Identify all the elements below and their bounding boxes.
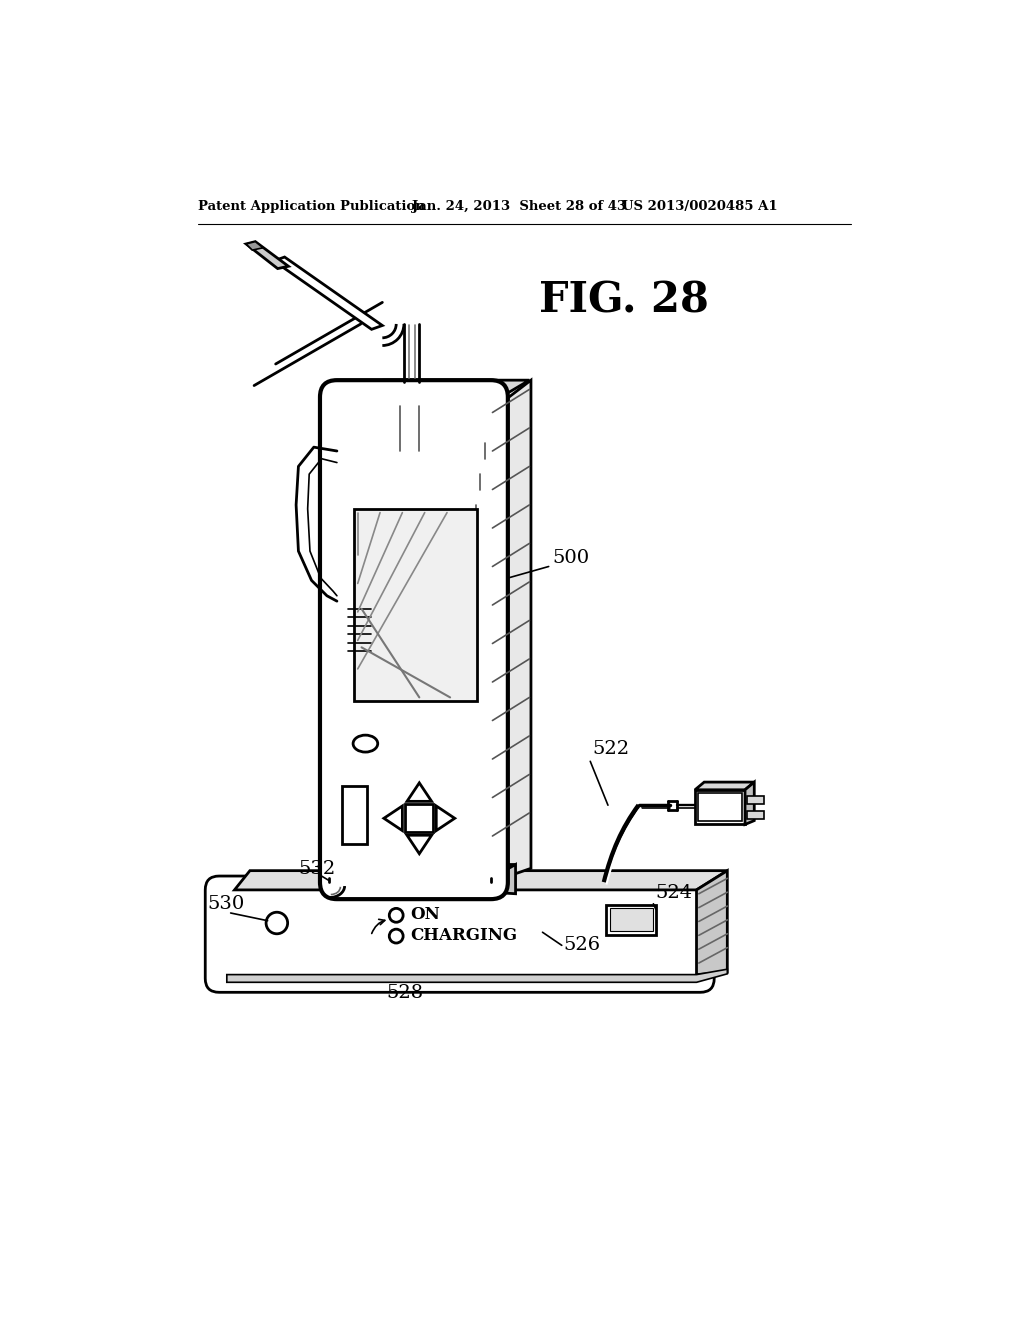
Bar [406,804,433,832]
Text: ON: ON [410,906,440,923]
Bar [746,812,764,818]
Text: 526: 526 [563,936,600,954]
Polygon shape [407,783,432,801]
FancyBboxPatch shape [319,380,508,899]
Circle shape [266,912,288,933]
Bar [746,796,764,804]
Polygon shape [354,380,529,405]
Text: 522: 522 [593,739,630,758]
FancyBboxPatch shape [205,876,714,993]
Polygon shape [436,807,455,830]
Circle shape [389,929,403,942]
Text: CHARGING: CHARGING [410,927,517,944]
Text: 524: 524 [655,883,693,902]
Polygon shape [695,781,755,789]
Polygon shape [490,380,531,882]
Text: Patent Application Publication: Patent Application Publication [199,201,425,213]
Text: Jan. 24, 2013  Sheet 28 of 43: Jan. 24, 2013 Sheet 28 of 43 [412,201,626,213]
Bar [342,785,367,843]
Polygon shape [246,242,263,249]
Bar [698,793,742,821]
Bar [695,789,745,825]
Circle shape [389,908,403,923]
Polygon shape [234,871,727,890]
Text: US 2013/0020485 A1: US 2013/0020485 A1 [622,201,777,213]
Polygon shape [745,781,755,825]
Polygon shape [407,836,432,854]
Polygon shape [226,969,727,982]
Text: FIG. 28: FIG. 28 [539,280,709,321]
Bar [606,906,656,935]
Text: 528: 528 [386,983,423,1002]
Text: 530: 530 [208,895,245,913]
Polygon shape [696,871,727,974]
Polygon shape [333,865,515,878]
Polygon shape [384,807,402,830]
Polygon shape [490,865,515,894]
Polygon shape [273,257,382,330]
Text: 500: 500 [553,549,590,566]
Ellipse shape [353,735,378,752]
Text: 532: 532 [298,861,336,879]
Polygon shape [246,242,289,268]
Bar [609,908,653,932]
Bar [354,508,477,701]
